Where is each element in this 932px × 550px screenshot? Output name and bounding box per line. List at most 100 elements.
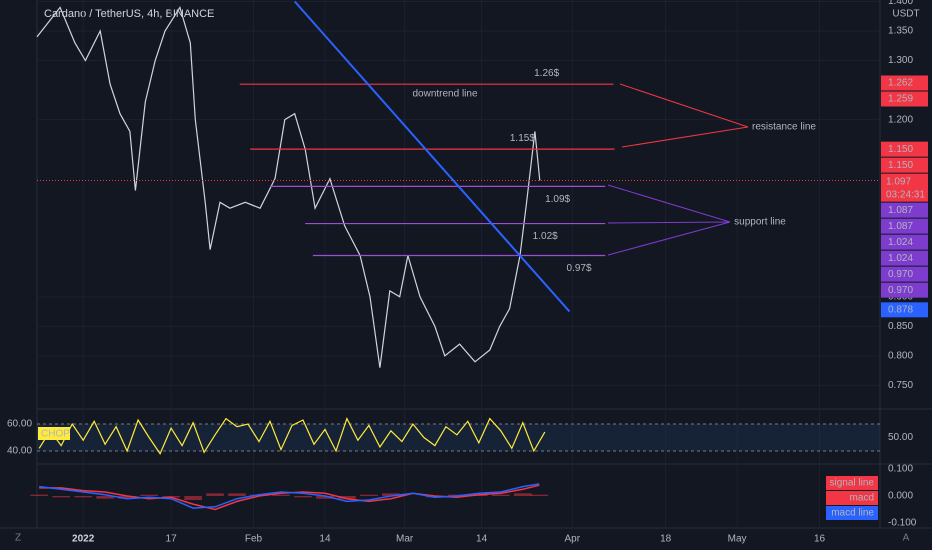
macd-histogram-bar [30,494,48,496]
macd-histogram-bar [206,493,224,496]
macd-histogram-bar [338,496,356,499]
price-badge [881,91,928,107]
macd-histogram-bar [74,496,92,498]
left-toolbar [0,0,37,550]
legend-swatch [826,491,878,505]
legend-entry: macd [850,493,874,504]
price-line [36,5,541,368]
y-tick-label: 1.200 [888,114,913,125]
arrow [619,83,749,128]
price-badge-label: 1.259 [888,94,913,105]
price-badge-label: 0.970 [888,269,913,280]
price-badge [881,202,928,218]
y-tick-label: 1.350 [888,26,913,37]
level-label: 1.15$ [510,133,535,144]
y-tick-label: 1.300 [888,55,913,66]
price-badge-label: 1.097 [886,176,911,187]
x-tick-label: May [728,534,747,545]
macd-histogram-bar [162,496,180,498]
price-badge-label: 1.262 [888,78,913,89]
macd-histogram-bar [228,493,246,496]
chop-tag-label: CHOP [41,429,70,440]
currency: USDT [892,9,919,20]
legend-entry: macd line [831,508,874,519]
macd-histogram-bar [382,493,400,496]
y-tick-label: 0.750 [888,380,913,391]
chop-line [38,417,546,455]
macd-series-line [39,483,540,509]
x-tick-label: Mar [396,534,414,545]
macd-histogram-bar [530,494,549,496]
macd-tick-label: 0.000 [888,491,913,502]
y-tick-label: 0.800 [888,351,913,362]
price-badge-label: 0.970 [888,285,913,296]
zoom-icon[interactable]: Z [15,533,21,544]
level-label: 1.02$ [533,231,558,242]
level-label: 0.97$ [567,263,592,274]
price-badge [881,282,928,298]
macd-histogram-bar [140,494,158,496]
x-tick-label: 14 [319,534,331,545]
trendline-label: downtrend line [412,89,477,100]
macd-tick-label: -0.100 [888,518,917,529]
chop-left-label: 40.00 [7,446,32,457]
x-tick-label: 17 [166,534,178,545]
macd-histogram-bar [316,496,334,499]
price-badge [881,75,928,91]
trendline [293,0,571,313]
price-badge [881,302,928,318]
x-tick-label: 18 [660,534,672,545]
resistance-label: resistance line [752,122,816,133]
price-badge [881,173,928,202]
macd-histogram-bar [294,496,312,498]
price-badge-label: 0.878 [888,304,913,315]
macd-histogram-bar [470,494,488,496]
macd-histogram-bar [360,494,378,496]
price-badge [881,157,928,173]
x-tick-label: Feb [245,534,263,545]
legend-entry: signal line [830,478,875,489]
chop-right-label: 50.00 [888,432,913,443]
legend-swatch [826,506,878,520]
countdown: 03:24:31 [886,189,925,200]
price-badge-label: 1.024 [888,237,913,248]
macd-histogram-bar [184,496,202,501]
macd-histogram-bar [514,493,532,496]
annotation-arrows [607,83,749,256]
price-badge [881,218,928,234]
level-label: 1.26$ [534,68,559,79]
auto-scale[interactable]: A [903,533,910,544]
x-tick-label: 2022 [72,534,95,545]
y-tick-label: 1.400 [888,0,913,7]
x-tick-label: Apr [564,534,580,545]
price-badge-label: 1.150 [888,144,913,155]
price-badge-label: 1.087 [888,205,913,216]
arrow [607,221,731,256]
symbol-title: Cardano / TetherUS, 4h, BINANCE [44,8,214,20]
legend-swatch [826,476,878,490]
support-label: support line [734,217,786,228]
price-badge [881,234,928,250]
macd-histogram-bar [272,494,290,496]
macd-histogram-bar [96,496,114,499]
arrow [607,221,731,224]
macd-histogram-bar [118,496,136,499]
price-badge-label: 1.087 [888,221,913,232]
chop-tag [38,427,70,440]
macd-tick-label: 0.100 [888,464,913,475]
arrow [607,184,731,223]
y-tick-label: 0.850 [888,321,913,332]
level-label: 1.09$ [545,194,570,205]
macd-histogram-bar [52,496,70,498]
price-badge [881,141,928,157]
price-badge [881,250,928,266]
x-tick-label: 14 [476,534,488,545]
price-badge-label: 1.150 [888,160,913,171]
price-badge [881,266,928,282]
x-tick-label: 16 [814,534,826,545]
price-badge-label: 1.024 [888,253,913,264]
arrow [621,126,749,148]
chop-left-label: 60.00 [7,419,32,430]
